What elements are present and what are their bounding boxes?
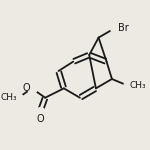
Text: O: O — [36, 114, 44, 124]
Text: CH₃: CH₃ — [129, 81, 146, 90]
Text: CH₃: CH₃ — [0, 93, 17, 102]
Text: Br: Br — [118, 23, 129, 33]
Text: O: O — [22, 83, 30, 93]
